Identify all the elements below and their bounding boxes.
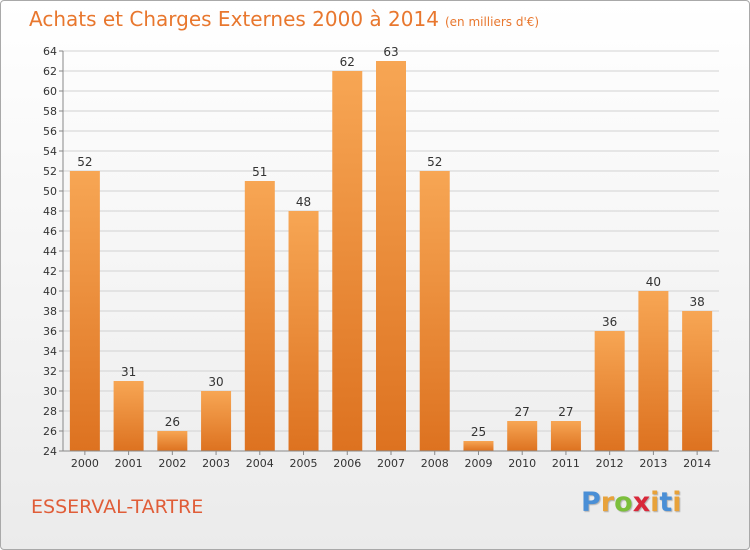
bar-2013 (638, 291, 669, 451)
x-tick-label-2009: 2009 (464, 457, 492, 470)
value-label-2001: 31 (121, 365, 136, 379)
bar-2002 (157, 431, 188, 451)
bar-2005 (288, 211, 319, 451)
x-tick-label-2013: 2013 (639, 457, 667, 470)
y-tick-label: 42 (43, 265, 57, 278)
labels: 24 26 28 30 32 34 36 38 40 42 44 46 48 50 52 54 56 58 60 62… (43, 45, 711, 470)
logo-letter: i (672, 487, 682, 518)
value-label-2002: 26 (165, 415, 180, 429)
value-label-2008: 52 (427, 155, 442, 169)
y-tick-label: 64 (43, 45, 57, 58)
y-tick-label: 38 (43, 305, 57, 318)
bar-2007 (376, 61, 406, 451)
y-tick-label: 50 (43, 185, 57, 198)
bar-2003 (201, 391, 232, 451)
logo-letter: x (632, 487, 651, 518)
chart-title-text: Achats et Charges Externes 2000 à 2014 (29, 7, 439, 31)
y-tick-label: 60 (43, 85, 57, 98)
y-tick-label: 40 (43, 285, 57, 298)
value-label-2003: 30 (208, 375, 223, 389)
x-tick-label-2006: 2006 (333, 457, 361, 470)
y-tick-label: 56 (43, 125, 57, 138)
y-tick-label: 24 (43, 445, 57, 458)
value-label-2014: 38 (689, 295, 704, 309)
bar-2009 (463, 441, 494, 451)
y-tick-label: 28 (43, 405, 57, 418)
commune-name: ESSERVAL-TARTRE (31, 496, 204, 518)
bar-2011 (550, 421, 581, 451)
bar-2012 (594, 331, 625, 451)
value-label-2009: 25 (471, 425, 486, 439)
y-tick-label: 34 (43, 345, 57, 358)
y-tick-label: 58 (43, 105, 57, 118)
y-tick-label: 48 (43, 205, 57, 218)
value-label-2012: 36 (602, 315, 617, 329)
y-tick-label: 30 (43, 385, 57, 398)
value-label-2010: 27 (515, 405, 530, 419)
x-tick-label-2007: 2007 (377, 457, 405, 470)
logo-letter: P (581, 487, 601, 518)
bars (69, 61, 713, 451)
y-tick-label: 52 (43, 165, 57, 178)
x-tick-label-2010: 2010 (508, 457, 536, 470)
x-tick-label-2004: 2004 (246, 457, 274, 470)
bar-2001 (113, 381, 144, 451)
x-tick-label-2012: 2012 (596, 457, 624, 470)
chart-title: Achats et Charges Externes 2000 à 2014 (e… (29, 7, 539, 31)
value-label-2004: 51 (252, 165, 267, 179)
y-tick-label: 46 (43, 225, 57, 238)
y-tick-label: 54 (43, 145, 57, 158)
y-tick-label: 32 (43, 365, 57, 378)
chart-subtitle: (en milliers d'€) (444, 15, 540, 29)
x-tick-label-2003: 2003 (202, 457, 230, 470)
value-label-2006: 62 (340, 55, 355, 69)
x-tick-label-2008: 2008 (421, 457, 449, 470)
y-tick-label: 62 (43, 65, 57, 78)
x-tick-label-2001: 2001 (115, 457, 143, 470)
x-tick-label-2002: 2002 (158, 457, 186, 470)
x-tick-label-2005: 2005 (290, 457, 318, 470)
logo-letter: i (650, 487, 660, 518)
y-tick-label: 44 (43, 245, 57, 258)
logo-letter: o (614, 487, 633, 518)
x-tick-label-2000: 2000 (71, 457, 99, 470)
x-tick-label-2014: 2014 (683, 457, 711, 470)
bar-2000 (69, 171, 100, 451)
axes (59, 50, 719, 455)
y-tick-label: 26 (43, 425, 57, 438)
bar-2010 (507, 421, 538, 451)
y-tick-label: 36 (43, 325, 57, 338)
x-tick-label-2011: 2011 (552, 457, 580, 470)
logo-letter: r (600, 487, 615, 518)
value-label-2011: 27 (558, 405, 573, 419)
bar-2004 (244, 181, 275, 451)
logo-letter: t (659, 487, 673, 518)
bar-2014 (682, 311, 713, 451)
value-label-2005: 48 (296, 195, 311, 209)
bar-2006 (332, 71, 363, 451)
value-label-2000: 52 (77, 155, 92, 169)
bar-2008 (419, 171, 450, 451)
proxiti-logo: Proxiti (581, 487, 682, 518)
value-label-2007: 63 (383, 45, 398, 59)
value-label-2013: 40 (646, 275, 661, 289)
